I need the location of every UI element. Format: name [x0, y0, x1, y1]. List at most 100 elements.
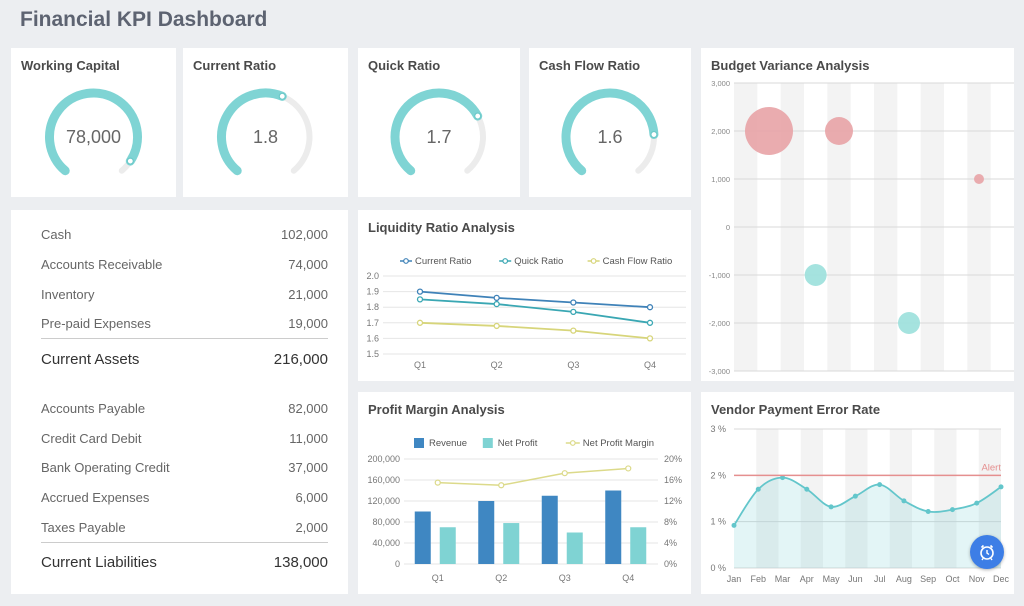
data-point [493, 294, 500, 301]
y-tick-label: 2.0 [366, 271, 379, 281]
x-tick-label: Dec [993, 574, 1010, 584]
y-tick-label: 80,000 [372, 517, 400, 527]
data-point [804, 486, 810, 492]
asset-row-inventory: Inventory 21,000 [41, 287, 328, 307]
y-tick-label: -3,000 [709, 367, 730, 376]
data-point [998, 484, 1004, 490]
assets-total-value: 216,000 [273, 351, 328, 368]
liability-row-accrued: Accrued Expenses 6,000 [41, 490, 328, 510]
asset-row-cash: Cash 102,000 [41, 227, 328, 247]
quick-ratio-title: Quick Ratio [368, 58, 441, 73]
liability-value: 82,000 [288, 401, 328, 416]
liability-row-credit-card: Credit Card Debit 11,000 [41, 431, 328, 451]
asset-value: 21,000 [288, 287, 328, 302]
x-tick-label: Feb [751, 574, 767, 584]
gauge-fill [45, 88, 142, 176]
liability-label: Taxes Payable [41, 520, 126, 535]
budget-chart-card: Budget Variance Analysis -3,000 -2,000 -1,… [701, 48, 1014, 381]
assets-total-row: Current Assets 216,000 [41, 351, 328, 371]
x-tick-label: Jul [874, 574, 886, 584]
current-ratio-title: Current Ratio [193, 58, 277, 73]
x-tick-label: Q1 [414, 360, 426, 370]
legend-label: Revenue [429, 438, 467, 449]
asset-row-prepaid: Pre-paid Expenses 19,000 [41, 316, 328, 336]
legend-label: Quick Ratio [514, 256, 563, 267]
liability-label: Accounts Payable [41, 401, 146, 416]
page-title: Financial KPI Dashboard [20, 8, 268, 31]
bar [566, 532, 583, 564]
y-tick-label: 0 [726, 223, 730, 232]
y-tick-label: 3 % [710, 424, 726, 434]
y-tick-label: 120,000 [367, 496, 400, 506]
y-tick-label: 3,000 [711, 79, 730, 88]
legend-label: Net Profit Margin [583, 438, 654, 449]
cash-flow-ratio-title: Cash Flow Ratio [539, 58, 641, 73]
working-capital-card: Working Capital 78,000 [11, 48, 176, 197]
y2-tick-label: 12% [664, 496, 682, 506]
legend-label: Cash Flow Ratio [603, 256, 673, 267]
y-tick-label: 40,000 [372, 538, 400, 548]
liabilities-total-value: 138,000 [273, 554, 328, 571]
x-tick-label: Q4 [622, 573, 634, 583]
bubble [898, 312, 920, 334]
y2-tick-label: 8% [664, 517, 677, 527]
quick-ratio-card: Quick Ratio 1.7 [358, 48, 520, 197]
liability-label: Accrued Expenses [41, 490, 150, 505]
alarm-button[interactable] [970, 535, 1004, 569]
data-point [901, 498, 907, 504]
assets-total-label: Current Assets [41, 351, 140, 368]
y-tick-label: 160,000 [367, 475, 400, 485]
bar [605, 490, 622, 564]
y2-tick-label: 20% [664, 454, 682, 464]
data-point [731, 522, 737, 528]
legend-label: Current Ratio [415, 256, 472, 267]
cash-flow-ratio-value: 1.6 [597, 127, 623, 147]
x-tick-label: Jan [727, 574, 742, 584]
liability-label: Bank Operating Credit [41, 460, 170, 475]
y-tick-label: 0 [395, 559, 400, 569]
balance-sheet-card: Cash 102,000 Accounts Receivable 74,000 In… [11, 210, 348, 594]
x-tick-label: Aug [896, 574, 912, 584]
budget-chart-title: Budget Variance Analysis [711, 58, 870, 73]
band [756, 429, 779, 568]
data-point [877, 482, 883, 488]
bar [439, 527, 456, 564]
budget-chart: -3,000 -2,000 -1,000 0 1,000 2,000 3,000 [709, 79, 1014, 376]
data-point [755, 486, 761, 492]
y-tick-label: 1,000 [711, 175, 730, 184]
data-point [625, 465, 632, 472]
liability-value: 11,000 [289, 431, 328, 446]
data-point [416, 296, 424, 303]
series-line [419, 321, 651, 340]
divider [41, 542, 328, 543]
legend-marker [403, 258, 409, 264]
data-point [646, 319, 654, 326]
y-tick-label: 1.9 [366, 287, 379, 297]
liability-row-payable: Accounts Payable 82,000 [41, 401, 328, 421]
band [845, 429, 868, 568]
x-tick-label: May [823, 574, 841, 584]
asset-value: 102,000 [281, 227, 328, 242]
x-tick-label: Q4 [644, 360, 656, 370]
liabilities-total-row: Current Liabilities 138,000 [41, 554, 328, 574]
y-tick-label: -1,000 [709, 271, 730, 280]
liquidity-chart-card: Liquidity Ratio Analysis 1.5 1.6 1.7 1.8 1.9… [358, 210, 691, 381]
asset-value: 19,000 [288, 316, 328, 331]
alarm-clock-icon [980, 544, 994, 561]
liability-value: 6,000 [295, 490, 328, 505]
data-point [925, 508, 931, 514]
x-tick-label: Nov [969, 574, 986, 584]
data-point [561, 470, 568, 477]
alert-label: Alert [981, 462, 1001, 473]
x-tick-label: Sep [920, 574, 936, 584]
legend-swatch [482, 438, 493, 448]
x-tick-label: Apr [800, 574, 814, 584]
gauge-fill [561, 88, 659, 176]
x-tick-label: Q3 [567, 360, 579, 370]
bubble [804, 264, 827, 286]
data-point [646, 304, 654, 311]
liquidity-chart-title: Liquidity Ratio Analysis [368, 220, 515, 235]
data-point [570, 308, 577, 316]
y2-tick-label: 0% [664, 559, 677, 569]
legend-marker [590, 258, 597, 264]
